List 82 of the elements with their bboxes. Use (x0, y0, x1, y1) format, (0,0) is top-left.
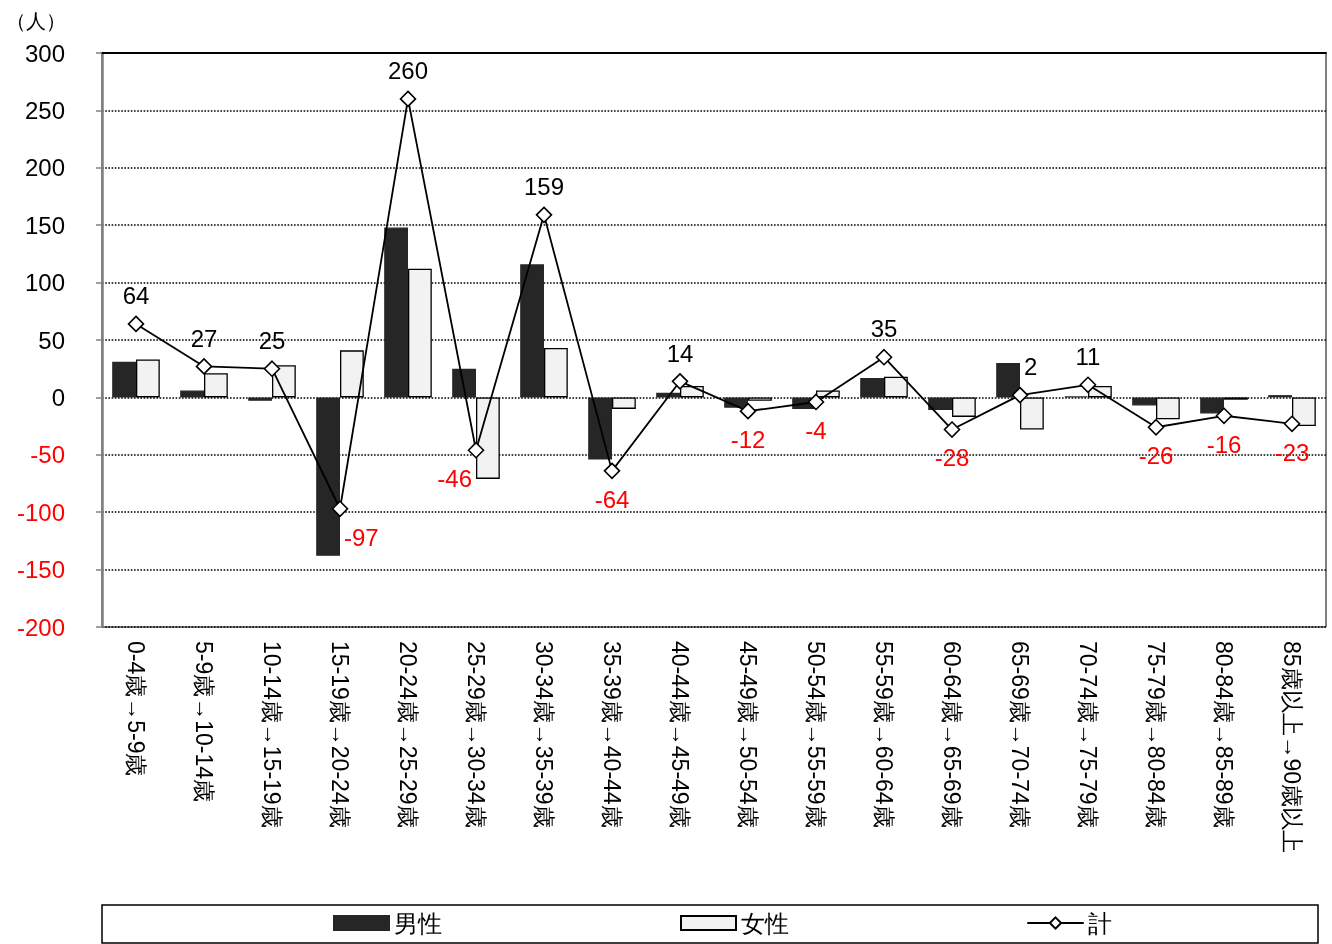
x-tick-label: 40-44歳→45-49歳 (667, 641, 693, 828)
point (331, 500, 349, 518)
point (807, 393, 825, 411)
data-label: 35 (870, 315, 898, 343)
bar (384, 227, 408, 398)
x-tick-label: 50-54歳→55-59歳 (803, 641, 829, 828)
bar (996, 362, 1020, 398)
x-tick-label: 60-64歳→65-69歳 (939, 641, 965, 828)
data-label: -28 (934, 444, 970, 472)
x-tick-label: 20-24歳→25-29歳 (395, 641, 421, 828)
point (263, 360, 281, 377)
bar (248, 397, 272, 401)
data-label: -64 (594, 485, 630, 513)
point (1011, 386, 1029, 404)
y-tick-label: -150 (16, 556, 65, 584)
point (1079, 376, 1097, 394)
point (535, 206, 553, 224)
x-tick-label: 65-69歳→70-74歳 (1007, 641, 1033, 828)
data-label: -16 (1206, 430, 1242, 458)
legend-label: 男性 (394, 909, 442, 937)
data-label: -46 (437, 465, 472, 493)
data-label: -97 (344, 523, 379, 551)
x-tick-label: 25-29歳→30-34歳 (463, 641, 489, 828)
data-label: 14 (666, 339, 694, 367)
x-tick-label: 15-19歳→20-24歳 (327, 641, 353, 828)
data-label: 159 (523, 173, 565, 201)
bar (860, 377, 884, 398)
x-tick-label: 5-9歳→10-14歳 (191, 641, 217, 803)
y-axis-title: （人） (6, 10, 66, 32)
data-label: -23 (1274, 438, 1310, 466)
y-tick-label: -100 (16, 498, 65, 526)
y-tick-label: 50 (38, 326, 65, 354)
point (399, 90, 417, 108)
y-tick-label: 100 (24, 269, 65, 297)
point (127, 315, 145, 333)
y-tick-label: 300 (24, 39, 65, 67)
x-tick-label: 10-14歳→15-19歳 (259, 641, 285, 828)
x-tick-label: 70-74歳→75-79歳 (1075, 641, 1101, 828)
point (1215, 407, 1233, 425)
bar (928, 397, 952, 411)
point (671, 373, 689, 390)
legend-label: 計 (1088, 909, 1112, 937)
point (1283, 415, 1301, 433)
x-tick-label: 85歳以上→90歳以上 (1279, 641, 1305, 854)
y-tick-label: 200 (24, 154, 65, 182)
point (1147, 418, 1165, 436)
data-label: 2 (1024, 353, 1038, 381)
legend-label: 女性 (741, 909, 789, 937)
data-label: 27 (190, 324, 218, 352)
point (875, 348, 893, 366)
data-label: -12 (730, 425, 766, 453)
data-label: -26 (1138, 442, 1174, 470)
bar (316, 397, 340, 556)
bar (452, 368, 476, 398)
x-tick-label: 0-4歳→5-9歳 (123, 641, 149, 777)
bar (588, 397, 612, 460)
data-label: 25 (258, 326, 286, 354)
bar (112, 361, 136, 398)
bar (1200, 397, 1224, 414)
point (739, 402, 757, 420)
point (195, 358, 213, 375)
y-tick-label: 250 (24, 96, 65, 124)
x-tick-label: 55-59歳→60-64歳 (871, 641, 897, 828)
bar (520, 264, 544, 398)
x-tick-label: 35-39歳→40-44歳 (599, 641, 625, 828)
y-tick-label: 150 (24, 211, 65, 239)
data-label: 11 (1075, 342, 1101, 370)
x-tick-label: 80-84歳→85-89歳 (1211, 641, 1237, 828)
y-tick-label: -200 (16, 613, 65, 641)
data-label: -4 (805, 416, 827, 444)
point (467, 441, 485, 459)
bar (748, 397, 772, 401)
x-tick-label: 45-49歳→50-54歳 (735, 641, 761, 828)
point (603, 462, 621, 480)
data-label: 64 (122, 282, 150, 310)
x-tick-label: 30-34歳→35-39歳 (531, 641, 557, 828)
point (943, 421, 961, 438)
bar (1132, 397, 1156, 406)
data-label: 260 (387, 57, 429, 85)
y-tick-label: -50 (30, 441, 65, 469)
y-tick-label: 0 (51, 383, 65, 411)
x-tick-label: 75-79歳→80-84歳 (1143, 641, 1169, 828)
